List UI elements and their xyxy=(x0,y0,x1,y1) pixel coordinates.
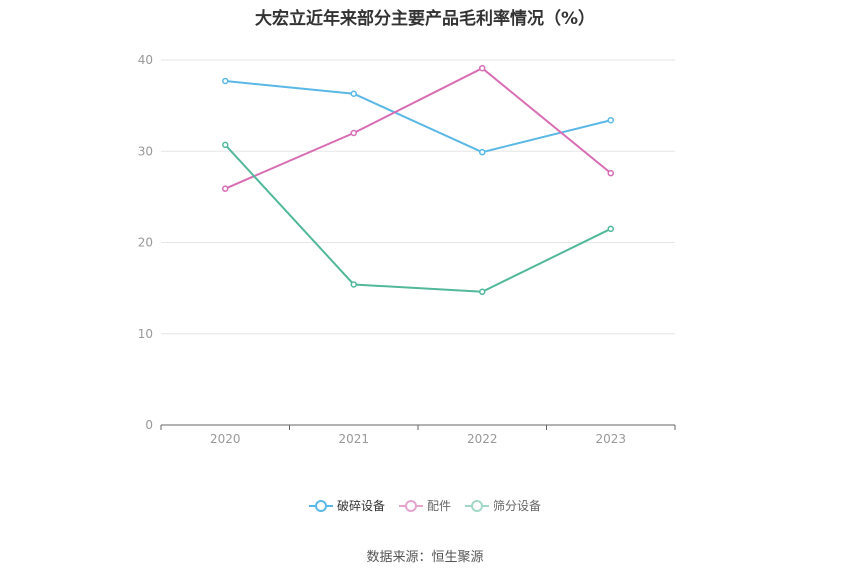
data-point xyxy=(607,225,614,233)
series-lines xyxy=(222,64,614,296)
legend: 破碎设备 配件 筛分设备 xyxy=(0,497,850,514)
data-point xyxy=(607,116,614,124)
legend-item-screening-equipment[interactable]: 筛分设备 xyxy=(465,497,541,514)
data-point xyxy=(479,288,486,296)
x-tick-label: 2023 xyxy=(595,432,626,446)
y-tick-label: 30 xyxy=(138,144,153,158)
axes: 0 10 20 30 40 2020 2021 2022 2023 xyxy=(138,53,676,446)
data-point xyxy=(350,90,357,98)
x-tick-label: 2022 xyxy=(467,432,498,446)
y-tick-label: 20 xyxy=(138,236,153,250)
legend-label: 破碎设备 xyxy=(336,499,385,513)
data-point xyxy=(222,77,229,85)
legend-item-parts[interactable]: 配件 xyxy=(398,497,451,514)
legend-swatch-icon xyxy=(308,499,333,512)
x-tick-label: 2020 xyxy=(210,432,241,446)
data-point xyxy=(607,169,614,177)
data-source: 数据来源：恒生聚源 xyxy=(366,550,484,565)
series-line-2 xyxy=(224,144,612,293)
series-line-0 xyxy=(225,79,611,154)
gridlines xyxy=(161,59,675,335)
data-point xyxy=(479,64,486,72)
x-tick-label: 2021 xyxy=(338,432,369,446)
data-point xyxy=(222,185,229,192)
y-tick-label: 0 xyxy=(145,418,153,432)
y-tick-label: 10 xyxy=(138,327,153,341)
y-tick-label: 40 xyxy=(138,53,153,67)
legend-swatch-icon xyxy=(398,499,423,512)
data-point xyxy=(350,129,357,137)
data-point xyxy=(350,281,357,288)
series-line-1 xyxy=(224,67,612,190)
legend-label: 筛分设备 xyxy=(493,499,542,513)
legend-label: 配件 xyxy=(426,499,451,513)
legend-swatch-icon xyxy=(465,499,489,512)
data-point xyxy=(222,141,229,149)
legend-item-crusher-equipment[interactable]: 破碎设备 xyxy=(308,497,385,514)
chart-title: 大宏立近年来部分主要产品毛利率情况（%） xyxy=(254,9,596,29)
data-point xyxy=(479,148,486,156)
